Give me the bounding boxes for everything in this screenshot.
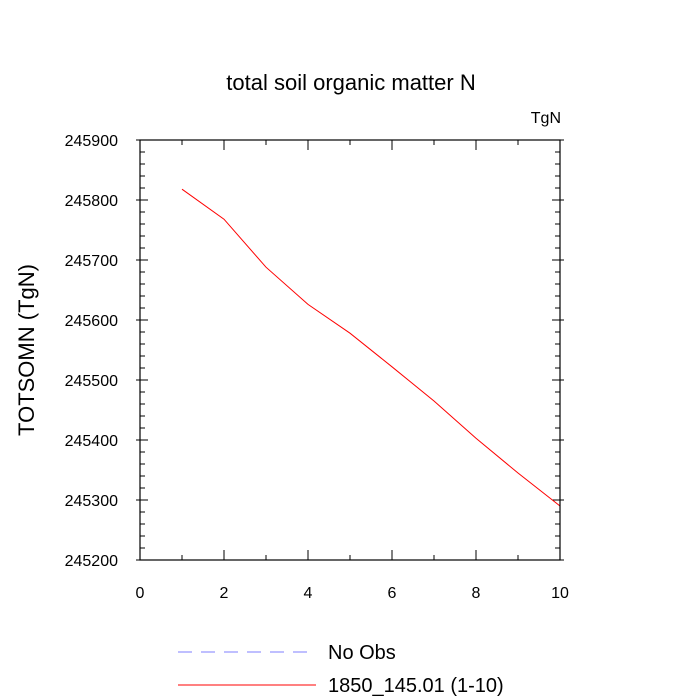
- x-tick-label: 8: [472, 585, 481, 602]
- axis-ticks: [136, 139, 564, 561]
- y-tick-label: 245300: [65, 493, 118, 510]
- series-lines: [181, 188, 561, 507]
- legend: No Obs 1850_145.01 (1-10): [178, 642, 504, 697]
- y-tick-label: 245400: [65, 433, 118, 450]
- y-tick-label: 245200: [65, 553, 118, 570]
- legend-label: No Obs: [328, 642, 396, 664]
- x-tick-label: 2: [220, 585, 229, 602]
- x-tick-label: 0: [136, 585, 145, 602]
- y-tick-label: 245700: [65, 253, 118, 270]
- x-tick-label: 6: [388, 585, 397, 602]
- units-label: TgN: [531, 110, 561, 127]
- y-tick-label: 245600: [65, 313, 118, 330]
- axis-tick-labels: 0 2 4 6 8 10 245200 245300 245400 245500 245600 245…: [65, 133, 569, 602]
- plot-frame: [139, 139, 561, 561]
- x-tick-label: 4: [304, 585, 313, 602]
- y-axis-label: TOTSOMN (TgN): [14, 264, 39, 436]
- x-tick-label: 10: [551, 585, 569, 602]
- series-line: [181, 188, 561, 507]
- chart-title: total soil organic matter N: [226, 70, 475, 95]
- y-tick-label: 245500: [65, 373, 118, 390]
- y-tick-label: 245800: [65, 193, 118, 210]
- legend-label: 1850_145.01 (1-10): [328, 675, 504, 697]
- y-tick-label: 245900: [65, 133, 118, 150]
